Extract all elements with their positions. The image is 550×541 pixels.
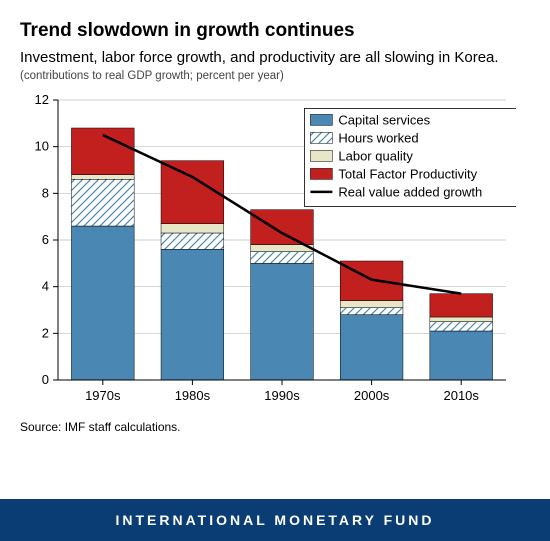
svg-text:Labor quality: Labor quality xyxy=(338,148,413,163)
bar-segment xyxy=(161,233,224,249)
source-line: Source: IMF staff calculations. xyxy=(0,410,550,434)
svg-text:4: 4 xyxy=(42,278,49,293)
svg-text:Hours worked: Hours worked xyxy=(338,130,418,145)
bar-segment xyxy=(340,314,403,379)
bar-segment xyxy=(161,249,224,380)
bar-segment xyxy=(251,209,314,244)
bar-segment xyxy=(430,321,493,330)
bar-segment xyxy=(161,223,224,232)
bar-segment xyxy=(251,251,314,263)
svg-text:6: 6 xyxy=(42,232,49,247)
chart-title: Trend slowdown in growth continues xyxy=(20,20,530,42)
svg-text:1990s: 1990s xyxy=(264,388,300,403)
bar-segment xyxy=(71,179,134,226)
chart-container: 0 2 4 6 8 10 12 1970s 1980s 1990s 2000s 2010s Capita… xyxy=(0,90,550,410)
svg-text:2: 2 xyxy=(42,325,49,340)
bar-segment xyxy=(430,293,493,316)
bar-segment xyxy=(71,226,134,380)
bar-segment xyxy=(71,174,134,179)
svg-text:0: 0 xyxy=(42,372,49,387)
svg-text:12: 12 xyxy=(35,92,49,107)
footer-banner: INTERNATIONAL MONETARY FUND xyxy=(0,499,550,541)
growth-chart: 0 2 4 6 8 10 12 1970s 1980s 1990s 2000s 2010s Capita… xyxy=(20,90,516,410)
footer-text: INTERNATIONAL MONETARY FUND xyxy=(116,512,435,528)
chart-subtitle: Investment, labor force growth, and prod… xyxy=(20,48,530,68)
bar-segment xyxy=(430,331,493,380)
svg-text:Capital services: Capital services xyxy=(338,112,430,127)
page: Trend slowdown in growth continues Inves… xyxy=(0,0,550,541)
svg-text:Total Factor Productivity: Total Factor Productivity xyxy=(338,166,477,181)
bar-segment xyxy=(340,300,403,307)
bar-segment xyxy=(340,307,403,314)
bar-segment xyxy=(430,317,493,322)
svg-text:1980s: 1980s xyxy=(175,388,211,403)
header-block: Trend slowdown in growth continues Inves… xyxy=(0,0,550,90)
svg-text:2010s: 2010s xyxy=(443,388,479,403)
svg-text:Real value added growth: Real value added growth xyxy=(338,184,482,199)
svg-text:10: 10 xyxy=(35,138,49,153)
svg-text:2000s: 2000s xyxy=(354,388,390,403)
chart-units-note: (contributions to real GDP growth; perce… xyxy=(20,70,530,82)
svg-text:1970s: 1970s xyxy=(85,388,121,403)
bar-segment xyxy=(251,263,314,380)
svg-text:8: 8 xyxy=(42,185,49,200)
